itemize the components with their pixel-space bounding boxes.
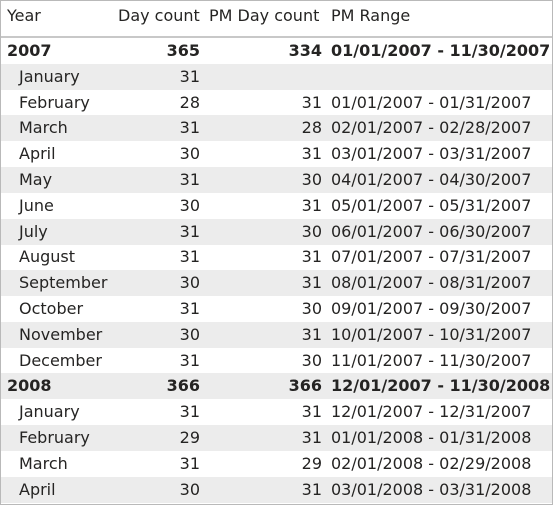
day-count-cell: 28 [179,92,200,112]
pm-range-cell: 03/01/2007 - 03/31/2007 [331,144,532,164]
table-header: Year Day count PM Day count PM Range [1,1,552,37]
pm-range-cell: 01/01/2008 - 01/31/2008 [331,428,532,447]
day-count-cell: 31 [179,66,200,86]
day-count-cell: 31 [179,402,200,422]
row-label: 2007 [7,41,52,60]
row-label: December [19,350,102,370]
table-row[interactable]: October 31 30 09/01/2007 - 09/30/2007 [1,296,552,322]
pm-day-count-cell: 366 [288,376,322,396]
pm-day-count-cell: 31 [301,195,322,215]
pm-range-cell: 01/01/2007 - 11/30/2007 [331,41,551,60]
row-label: April [19,479,56,499]
table-row[interactable]: August 31 31 07/01/2007 - 07/31/2007 [1,244,552,270]
day-count-cell: 31 [179,118,200,138]
row-label: January [19,402,80,422]
day-count-cell: 31 [179,453,200,473]
pm-day-count-cell: 30 [301,350,322,370]
table-row[interactable]: January 31 [1,63,552,90]
row-label: October [19,299,84,318]
pm-day-count-cell: 30 [301,221,322,241]
pm-range-cell: 10/01/2007 - 10/31/2007 [331,324,532,344]
pm-range-cell: 08/01/2007 - 08/31/2007 [331,273,532,293]
table-row[interactable]: December 31 30 11/01/2007 - 11/30/2007 [1,348,552,374]
row-label: September [19,273,108,293]
pm-day-count-cell: 31 [301,479,322,499]
pm-day-count-cell: 31 [301,92,322,112]
pm-range-cell: 12/01/2007 - 11/30/2008 [331,376,551,396]
pm-day-count-cell: 28 [301,118,322,138]
row-label: May [19,170,53,189]
day-count-cell: 30 [179,479,200,499]
day-count-cell: 365 [166,41,200,60]
day-count-cell: 30 [179,324,200,344]
pm-day-count-cell: 29 [301,453,322,473]
table-row[interactable]: March 31 29 02/01/2008 - 02/29/2008 [1,451,552,477]
pm-day-count-cell: 31 [301,428,322,447]
row-label: February [19,428,90,447]
pm-range-cell: 04/01/2007 - 04/30/2007 [331,170,532,189]
row-label: January [19,66,80,86]
table-row[interactable]: November 30 31 10/01/2007 - 10/31/2007 [1,321,552,348]
row-label: June [19,195,54,215]
pm-range-cell: 03/01/2008 - 03/31/2008 [331,479,532,499]
pm-range-cell: 11/01/2007 - 11/30/2007 [331,350,532,370]
table-row[interactable]: March 31 28 02/01/2007 - 02/28/2007 [1,115,552,142]
pm-range-cell: 01/01/2007 - 01/31/2007 [331,92,532,112]
row-label: 2008 [7,376,52,396]
pm-range-cell: 07/01/2007 - 07/31/2007 [331,247,532,267]
pm-day-count-cell: 31 [301,273,322,293]
day-count-cell: 31 [179,247,200,267]
table-group-row[interactable]: 2007 365 334 01/01/2007 - 11/30/2007 [1,38,552,64]
day-count-cell: 31 [179,299,200,318]
pm-range-cell: 06/01/2007 - 06/30/2007 [331,221,532,241]
row-label: March [19,118,68,138]
table-row[interactable]: May 31 30 04/01/2007 - 04/30/2007 [1,167,552,193]
pm-day-count-cell: 31 [301,144,322,164]
table-row[interactable]: January 31 31 12/01/2007 - 12/31/2007 [1,399,552,425]
column-header-year[interactable]: Year [7,6,41,25]
pm-day-count-cell: 30 [301,170,322,189]
row-label: August [19,247,75,267]
day-count-cell: 31 [179,170,200,189]
row-label: March [19,453,68,473]
day-count-cell: 31 [179,221,200,241]
day-count-cell: 30 [179,273,200,293]
table-row[interactable]: September 30 31 08/01/2007 - 08/31/2007 [1,270,552,297]
table-row[interactable]: April 30 31 03/01/2007 - 03/31/2007 [1,141,552,167]
table-row[interactable]: April 30 31 03/01/2008 - 03/31/2008 [1,476,552,503]
column-header-pm-range[interactable]: PM Range [331,6,411,25]
pm-range-cell: 12/01/2007 - 12/31/2007 [331,402,532,422]
pm-range-cell: 02/01/2007 - 02/28/2007 [331,118,532,138]
header-divider [1,36,552,38]
row-label: April [19,144,56,164]
table-row[interactable]: July 31 30 06/01/2007 - 06/30/2007 [1,218,552,245]
day-count-cell: 366 [166,376,200,396]
pm-day-count-cell: 334 [288,41,322,60]
table-row[interactable]: February 28 31 01/01/2007 - 01/31/2007 [1,90,552,116]
day-count-cell: 30 [179,144,200,164]
pm-range-cell: 09/01/2007 - 09/30/2007 [331,299,532,318]
column-header-day-count[interactable]: Day count [118,6,200,25]
row-label: November [19,324,103,344]
column-header-pm-day-count[interactable]: PM Day count [209,6,320,25]
pm-day-count-cell: 30 [301,299,322,318]
row-label: February [19,92,90,112]
day-count-cell: 29 [179,428,200,447]
pm-day-count-cell: 31 [301,324,322,344]
pm-day-count-cell: 31 [301,402,322,422]
table-row[interactable]: June 30 31 05/01/2007 - 05/31/2007 [1,193,552,219]
pm-range-cell: 05/01/2007 - 05/31/2007 [331,195,532,215]
day-count-cell: 31 [179,350,200,370]
table-group-row[interactable]: 2008 366 366 12/01/2007 - 11/30/2008 [1,373,552,400]
pm-range-cell: 02/01/2008 - 02/29/2008 [331,453,532,473]
day-count-cell: 30 [179,195,200,215]
pm-day-count-cell: 31 [301,247,322,267]
row-label: July [19,221,48,241]
table-row[interactable]: February 29 31 01/01/2008 - 01/31/2008 [1,425,552,451]
